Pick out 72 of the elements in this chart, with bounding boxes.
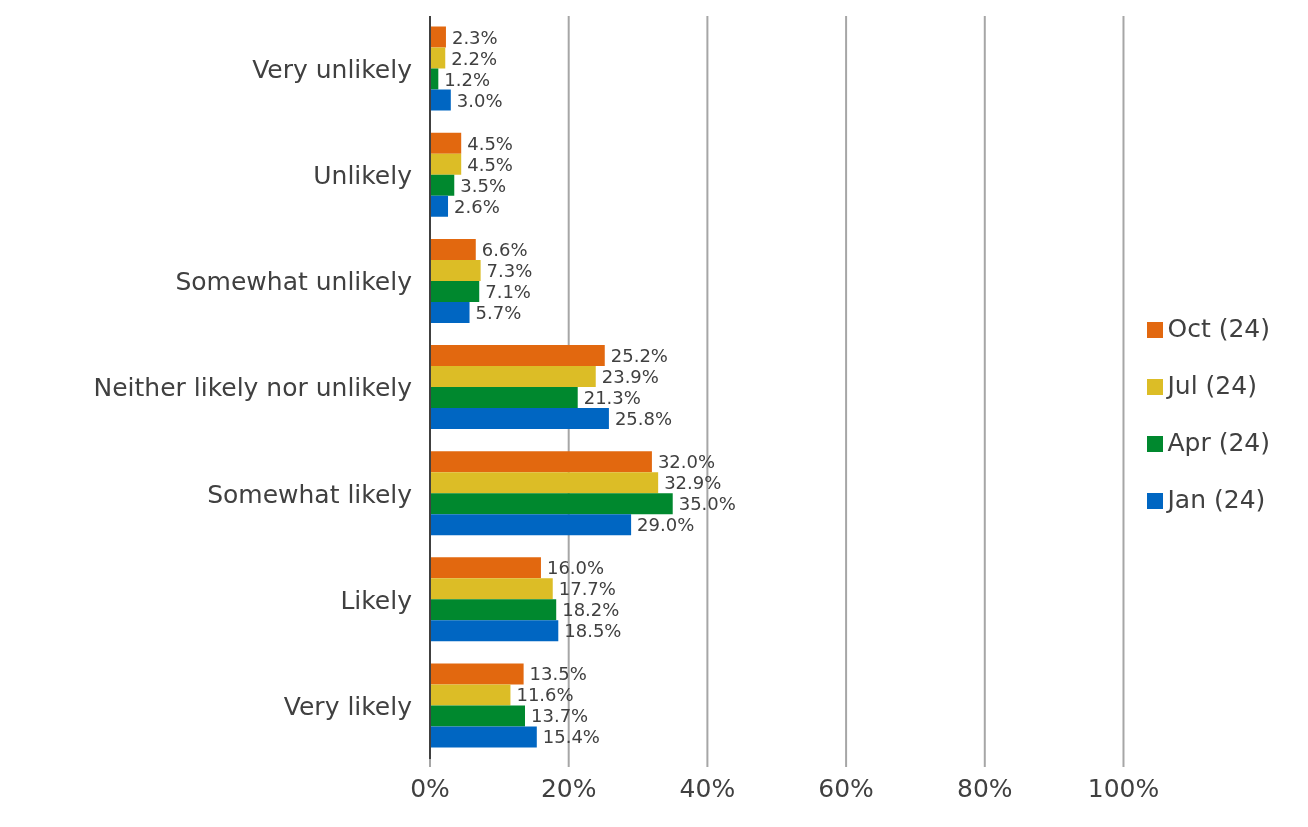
bar — [430, 280, 480, 302]
bar — [430, 132, 462, 154]
bar — [430, 408, 609, 430]
data-label: 13.5% — [529, 663, 587, 685]
data-label: 17.7% — [558, 578, 616, 600]
y-tick-label: Very unlikely — [252, 54, 413, 84]
bar — [430, 578, 553, 600]
data-label: 1.2% — [444, 68, 491, 90]
data-label: 21.3% — [583, 386, 641, 408]
y-tick-label: Somewhat unlikely — [175, 267, 413, 297]
data-label: 29.0% — [637, 514, 695, 536]
legend-label: Apr (24) — [1167, 427, 1270, 457]
bar — [430, 259, 481, 281]
x-tick-label: 100% — [1087, 773, 1160, 803]
bar — [430, 47, 446, 69]
bar — [430, 153, 462, 175]
legend-label: Jul (24) — [1167, 370, 1257, 400]
data-label: 18.5% — [564, 620, 622, 642]
x-tick-label: 80% — [957, 773, 1013, 803]
y-tick-label: Somewhat likely — [207, 479, 413, 509]
data-label: 13.7% — [531, 705, 589, 727]
data-label: 15.4% — [542, 726, 600, 748]
legend-label: Jan (24) — [1167, 484, 1266, 514]
x-tick-label: 0% — [410, 773, 450, 803]
bar — [430, 472, 659, 494]
x-tick-label: 40% — [679, 773, 736, 803]
data-label: 7.1% — [485, 280, 531, 302]
bar — [430, 387, 578, 409]
bar — [430, 557, 541, 579]
bar — [430, 238, 476, 260]
bar — [430, 174, 455, 196]
y-tick-label: Neither likely nor unlikely — [93, 373, 413, 403]
data-label: 25.2% — [610, 344, 668, 366]
data-label: 5.7% — [475, 301, 522, 323]
data-label: 7.3% — [486, 259, 533, 281]
x-tick-label: 20% — [540, 773, 597, 803]
data-label: 2.3% — [451, 26, 498, 48]
bar — [430, 726, 537, 748]
data-label: 4.5% — [467, 153, 513, 175]
bar — [430, 620, 559, 642]
bar — [430, 26, 446, 48]
data-label: 35.0% — [678, 493, 736, 515]
bar — [430, 684, 511, 706]
bar — [430, 89, 451, 111]
data-label: 3.0% — [456, 89, 503, 111]
data-label: 25.8% — [614, 407, 673, 429]
bar — [430, 705, 526, 727]
y-tick-label: Very likely — [283, 691, 413, 721]
data-label: 32.9% — [664, 472, 722, 494]
data-label: 16.0% — [546, 557, 605, 579]
bar — [430, 493, 673, 515]
data-label: 2.2% — [451, 47, 497, 69]
bar — [430, 195, 449, 217]
bar — [430, 599, 557, 621]
data-label: 4.5% — [467, 132, 513, 154]
bar — [430, 301, 470, 323]
data-label: 3.5% — [460, 174, 507, 196]
x-tick-label: 60% — [818, 773, 874, 803]
y-tick-label: Unlikely — [313, 161, 413, 191]
legend-label: Oct (24) — [1167, 313, 1270, 343]
bar — [430, 345, 605, 367]
data-label: 18.2% — [562, 599, 620, 621]
bar — [430, 514, 632, 536]
data-label: 11.6% — [516, 684, 574, 706]
data-label: 23.9% — [601, 365, 659, 387]
data-label: 32.0% — [657, 451, 716, 473]
bar — [430, 663, 524, 685]
data-label: 2.6% — [454, 195, 500, 217]
bar — [430, 451, 652, 473]
y-tick-label: Likely — [340, 585, 413, 615]
bar — [430, 366, 596, 388]
data-label: 6.6% — [481, 238, 528, 260]
